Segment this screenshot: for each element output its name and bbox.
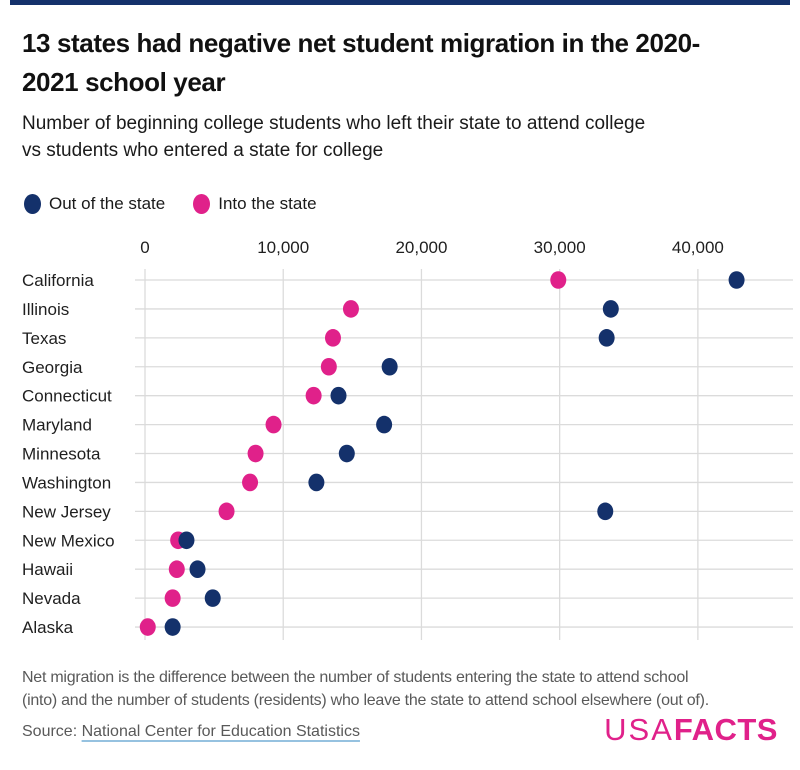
- usafacts-logo: USAFACTS: [604, 714, 778, 745]
- y-axis-category-label: Alaska: [22, 618, 74, 637]
- y-axis-category-label: Washington: [22, 473, 111, 492]
- dot-into-state: [342, 300, 359, 318]
- page-subtitle: Number of beginning college students who…: [22, 110, 786, 164]
- dot-into-state: [265, 415, 282, 434]
- y-axis-category-label: New Jersey: [22, 502, 111, 521]
- dot-plot-chart: 0 10,000 20,000 30,000 40,000 California Illin…: [22, 238, 793, 640]
- y-axis-category-label: Maryland: [22, 416, 92, 435]
- x-axis-tick-label: 0: [140, 238, 149, 257]
- x-axis-tick-label: 30,000: [534, 238, 586, 257]
- dot-out-of-state: [728, 271, 745, 289]
- legend-label: Into the state: [218, 194, 317, 213]
- page-subtitle-line1: Number of beginning college students who…: [22, 113, 646, 134]
- y-axis-category-label: New Mexico: [22, 531, 115, 550]
- dot-into-state: [324, 329, 341, 347]
- y-axis-category-label: Hawaii: [22, 560, 73, 579]
- legend-item-out-of-state: Out of the state: [24, 194, 165, 214]
- dot-out-of-state: [598, 329, 615, 347]
- dot-into-state: [242, 473, 259, 492]
- page-title-line1: 13 states had negative net student migra…: [22, 28, 700, 58]
- y-axis-category-label: Texas: [22, 329, 66, 348]
- y-axis-category-label: Connecticut: [22, 387, 112, 406]
- dot-out-of-state: [602, 300, 619, 318]
- x-axis-tick-label: 40,000: [672, 238, 724, 257]
- dot-into-state: [550, 271, 567, 289]
- dot-into-state: [247, 444, 264, 463]
- dot-out-of-state: [178, 531, 195, 550]
- dot-into-state: [168, 560, 185, 578]
- dot-into-state: [218, 502, 235, 521]
- dot-into-state: [164, 589, 181, 607]
- dot-out-of-state: [164, 618, 181, 636]
- dot-out-of-state: [376, 415, 393, 434]
- legend-item-into-state: Into the state: [193, 194, 317, 214]
- y-axis-category-label: Illinois: [22, 300, 69, 319]
- legend-dot-icon: [193, 194, 211, 214]
- y-axis-category-label: Georgia: [22, 358, 83, 377]
- source-prefix: Source:: [22, 723, 82, 740]
- logo-usa-text: USA: [604, 712, 674, 747]
- dot-out-of-state: [338, 444, 355, 463]
- dot-out-of-state: [597, 502, 614, 521]
- x-axis-tick-label: 10,000: [257, 238, 309, 257]
- logo-facts-text: FACTS: [673, 712, 778, 747]
- chart-legend: Out of the state Into the state: [24, 194, 317, 214]
- brand-top-bar: [10, 0, 790, 5]
- dot-into-state: [305, 386, 322, 405]
- dot-out-of-state: [189, 560, 206, 578]
- legend-dot-icon: [24, 194, 41, 214]
- x-axis-tick-label: 20,000: [395, 238, 447, 257]
- chart-footnote-line2: (into) and the number of students (resid…: [22, 692, 709, 709]
- y-axis-category-label: Minnesota: [22, 445, 101, 464]
- y-axis-category-label: California: [22, 271, 94, 290]
- page-title-line2: 2021 school year: [22, 67, 226, 97]
- dot-into-state: [139, 618, 156, 636]
- chart-footnote: Net migration is the difference between …: [22, 666, 786, 712]
- dot-out-of-state: [204, 589, 221, 607]
- dot-out-of-state: [308, 473, 325, 492]
- source-row: Source: National Center for Education St…: [22, 714, 778, 745]
- source-link[interactable]: National Center for Education Statistics: [81, 723, 360, 740]
- page-title: 13 states had negative net student migra…: [22, 24, 786, 102]
- y-axis-category-label: Nevada: [22, 589, 81, 608]
- dot-out-of-state: [381, 357, 398, 376]
- page-subtitle-line2: vs students who entered a state for coll…: [22, 140, 384, 161]
- dot-into-state: [320, 357, 337, 376]
- dot-out-of-state: [330, 386, 347, 405]
- legend-label: Out of the state: [49, 194, 166, 213]
- source-text: Source: National Center for Education St…: [22, 723, 360, 745]
- chart-footnote-line1: Net migration is the difference between …: [22, 669, 689, 686]
